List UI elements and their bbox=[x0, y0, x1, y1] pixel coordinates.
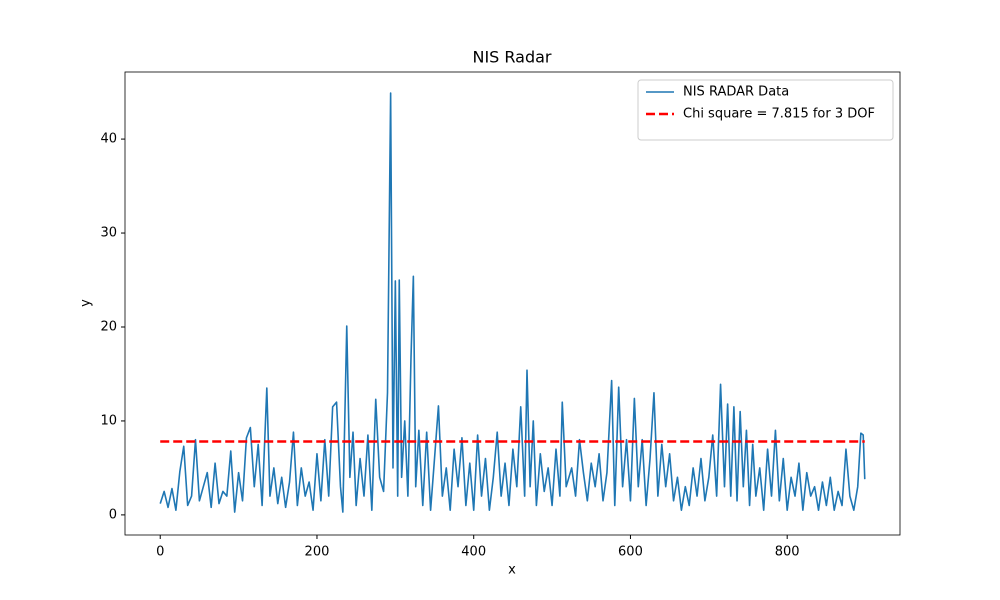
series-line bbox=[159, 92, 866, 513]
y-tick-label: 10 bbox=[100, 413, 117, 428]
y-tick-label: 30 bbox=[100, 226, 117, 241]
x-tick-label: 600 bbox=[618, 545, 643, 560]
legend-box bbox=[637, 79, 894, 141]
y-tick-label: 0 bbox=[109, 507, 117, 522]
chart-title: NIS Radar bbox=[472, 48, 551, 67]
y-tick-label: 20 bbox=[100, 319, 117, 334]
legend-label: NIS RADAR Data bbox=[683, 85, 789, 100]
y-axis-label: y bbox=[79, 299, 94, 307]
x-tick-label: 400 bbox=[461, 545, 486, 560]
y-tick-label: 40 bbox=[100, 132, 117, 147]
x-tick-label: 200 bbox=[305, 545, 330, 560]
plot-frame bbox=[124, 71, 901, 536]
x-tick-label: 800 bbox=[775, 545, 800, 560]
x-axis-label: x bbox=[508, 563, 516, 578]
legend-label: Chi square = 7.815 for 3 DOF bbox=[683, 107, 875, 122]
x-tick-label: 0 bbox=[156, 545, 164, 560]
